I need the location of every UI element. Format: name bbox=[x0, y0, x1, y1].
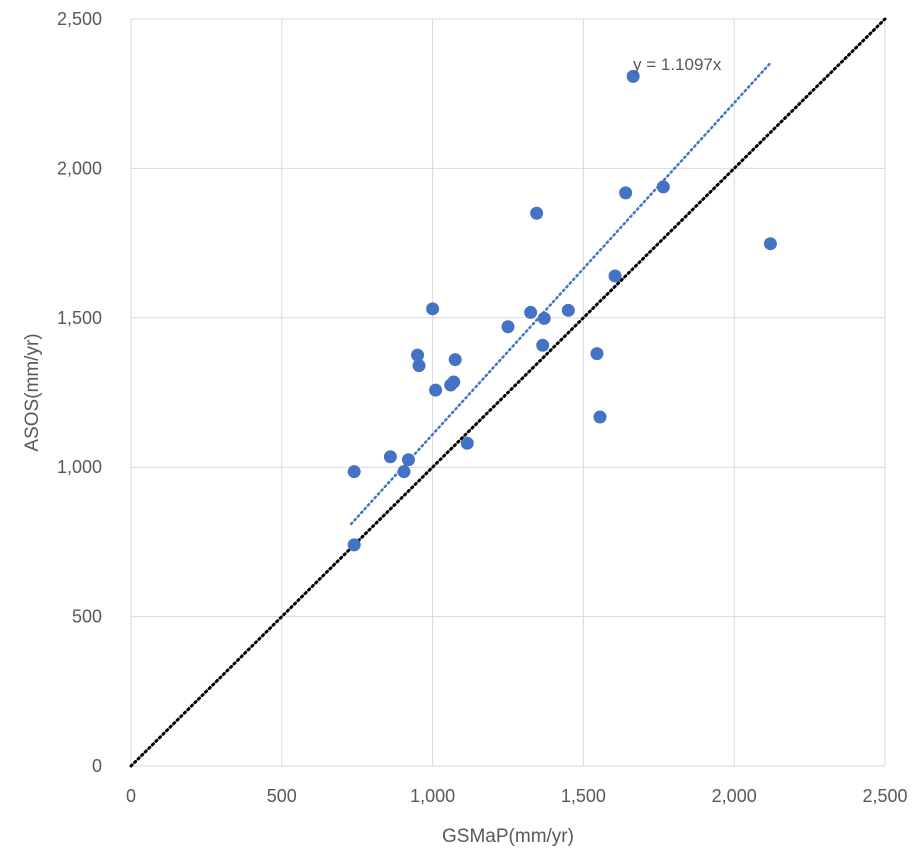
y-tick-label: 500 bbox=[72, 607, 102, 627]
scatter-point bbox=[383, 450, 397, 464]
scatter-point bbox=[426, 302, 440, 316]
x-tick-label: 1,000 bbox=[410, 786, 455, 806]
x-tick-label: 1,500 bbox=[561, 786, 606, 806]
scatter-point bbox=[619, 186, 633, 200]
scatter-point bbox=[447, 375, 461, 389]
one-to-one-line bbox=[129, 17, 887, 768]
scatter-point bbox=[401, 453, 415, 467]
data-points bbox=[347, 69, 777, 552]
scatter-point bbox=[626, 69, 640, 83]
y-tick-label: 0 bbox=[92, 756, 102, 776]
tick-labels: 0 0 500 500 1,000 1,000 1,500 1,500 2,000 2,000 2,… bbox=[57, 9, 908, 806]
y-tick-label: 1,500 bbox=[57, 308, 102, 328]
scatter-point bbox=[608, 269, 622, 283]
scatter-point bbox=[412, 359, 426, 373]
scatter-point bbox=[501, 320, 515, 334]
scatter-point bbox=[397, 465, 411, 479]
scatter-point bbox=[590, 347, 604, 361]
x-tick-label: 500 bbox=[267, 786, 297, 806]
scatter-point bbox=[530, 206, 544, 220]
y-axis-title: ASOS(mm/yr) bbox=[22, 333, 43, 451]
scatter-point bbox=[656, 180, 670, 194]
scatter-point bbox=[524, 305, 538, 319]
x-axis-title: GSMaP(mm/yr) bbox=[442, 826, 574, 847]
trendline bbox=[349, 61, 772, 526]
scatter-point bbox=[460, 436, 474, 450]
scatter-point bbox=[411, 348, 425, 362]
x-tick-label: 0 bbox=[126, 786, 136, 806]
scatter-point bbox=[763, 237, 777, 251]
scatter-point bbox=[347, 465, 361, 479]
x-tick-label: 2,500 bbox=[862, 786, 907, 806]
reference-line-group bbox=[129, 17, 887, 768]
scatter-point bbox=[536, 338, 550, 352]
x-tick-label: 2,000 bbox=[712, 786, 757, 806]
y-tick-label: 2,000 bbox=[57, 158, 102, 178]
trendline-equation: y = 1.1097x bbox=[633, 55, 722, 74]
scatter-point bbox=[593, 410, 607, 424]
scatter-point bbox=[561, 303, 575, 317]
scatter-point bbox=[537, 311, 551, 325]
y-tick-label: 2,500 bbox=[57, 9, 102, 29]
scatter-point bbox=[347, 538, 361, 552]
trendline-group bbox=[349, 61, 772, 526]
scatter-point bbox=[448, 353, 462, 367]
y-tick-label: 1,000 bbox=[57, 457, 102, 477]
scatter-point bbox=[429, 383, 443, 397]
